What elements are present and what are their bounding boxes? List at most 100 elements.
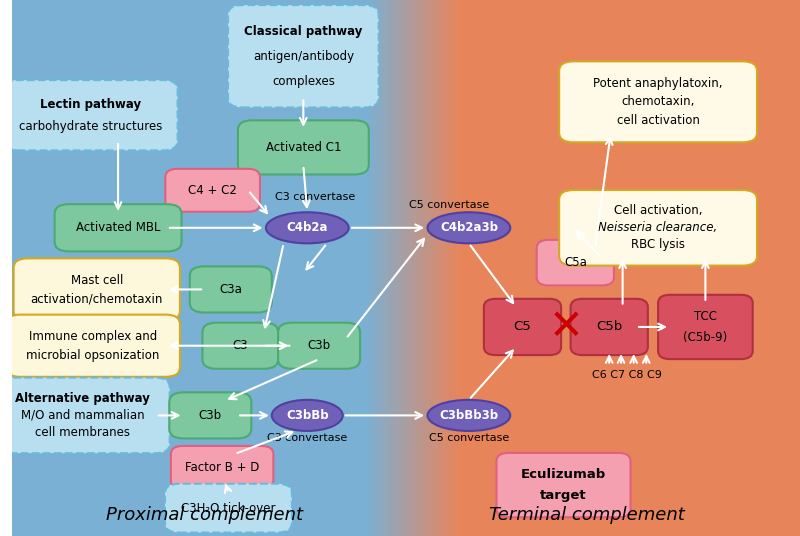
Text: C3bBb3b: C3bBb3b [439,409,498,422]
Bar [374,0,376,536]
Bar [367,0,369,536]
Text: C4b2a3b: C4b2a3b [440,221,498,234]
Bar [414,0,415,536]
FancyBboxPatch shape [14,258,180,321]
FancyBboxPatch shape [190,266,272,312]
Text: C3b: C3b [307,339,330,352]
Text: C4b2a: C4b2a [286,221,328,234]
Bar [406,0,408,536]
Bar [378,0,380,536]
Text: C3a: C3a [219,283,242,296]
Bar [421,0,422,536]
Text: Lectin pathway: Lectin pathway [40,98,141,110]
Text: antigen/antibody: antigen/antibody [253,50,354,63]
Bar [399,0,401,536]
Text: M/O and mammalian: M/O and mammalian [21,409,145,422]
Bar [458,0,460,536]
Bar [402,0,403,536]
Bar [437,0,439,536]
FancyBboxPatch shape [6,315,180,377]
FancyBboxPatch shape [202,323,278,369]
FancyBboxPatch shape [278,323,360,369]
Bar [449,0,450,536]
Bar [422,0,425,536]
Text: C5b: C5b [596,321,622,333]
Bar [448,0,450,536]
Text: C3b: C3b [198,409,222,422]
Text: TCC: TCC [694,310,717,323]
Bar [377,0,378,536]
Text: cell membranes: cell membranes [35,426,130,439]
Text: (C5b-9): (C5b-9) [683,331,727,344]
Bar [436,0,438,536]
FancyBboxPatch shape [537,240,614,285]
Bar [365,0,366,536]
Text: C5a: C5a [564,256,586,269]
Bar [391,0,393,536]
Text: Eculizumab: Eculizumab [521,468,606,481]
Bar [370,0,371,536]
Bar [457,0,459,536]
Bar [387,0,390,536]
FancyBboxPatch shape [559,61,757,142]
Bar [434,0,437,536]
FancyBboxPatch shape [228,5,378,107]
Bar [380,0,382,536]
Text: C3bBb: C3bBb [286,409,329,422]
Text: Alternative pathway: Alternative pathway [15,392,150,405]
Bar [368,0,370,536]
FancyBboxPatch shape [0,377,170,453]
FancyBboxPatch shape [165,483,292,533]
Text: C4 + C2: C4 + C2 [188,184,237,197]
Bar [443,0,445,536]
Bar [450,0,452,536]
Bar [442,0,444,536]
Bar [400,0,402,536]
Text: Terminal complement: Terminal complement [490,506,685,524]
Bar [422,0,423,536]
Bar [446,0,448,536]
Bar [419,0,421,536]
Bar [426,0,428,536]
Bar [454,0,455,536]
Bar [441,0,442,536]
Text: complexes: complexes [272,75,334,88]
Bar [389,0,390,536]
Bar [418,0,420,536]
Text: carbohydrate structures: carbohydrate structures [18,120,162,133]
Text: C3 convertase: C3 convertase [275,192,355,202]
Ellipse shape [427,400,510,431]
Bar [446,0,447,536]
Text: Cell activation,: Cell activation, [614,204,702,217]
Text: C3H₂O tick-over: C3H₂O tick-over [181,502,276,515]
Bar [427,0,430,536]
Bar [444,0,446,536]
FancyBboxPatch shape [170,392,251,438]
Text: C5 convertase: C5 convertase [409,200,490,210]
Bar [392,0,394,536]
Text: Activated MBL: Activated MBL [76,221,160,234]
Bar [390,0,392,536]
FancyBboxPatch shape [559,190,757,266]
Bar [417,0,419,536]
Text: activation/chemotaxin: activation/chemotaxin [30,292,163,306]
Bar [375,0,378,536]
Text: microbial opsonization: microbial opsonization [26,348,159,362]
Bar [372,0,374,536]
Text: C6 C7 C8 C9: C6 C7 C8 C9 [592,370,662,380]
Bar [12,0,412,536]
Text: C5: C5 [514,321,531,333]
Bar [366,0,368,536]
Bar [405,0,407,536]
Ellipse shape [272,400,342,431]
Bar [370,0,373,536]
Bar [385,0,387,536]
Bar [411,0,413,536]
Bar [379,0,381,536]
Text: chemotaxin,: chemotaxin, [622,95,694,108]
Text: Classical pathway: Classical pathway [244,25,362,38]
FancyBboxPatch shape [166,169,260,212]
Text: ✕: ✕ [549,306,583,348]
FancyBboxPatch shape [484,299,561,355]
Bar [424,0,426,536]
